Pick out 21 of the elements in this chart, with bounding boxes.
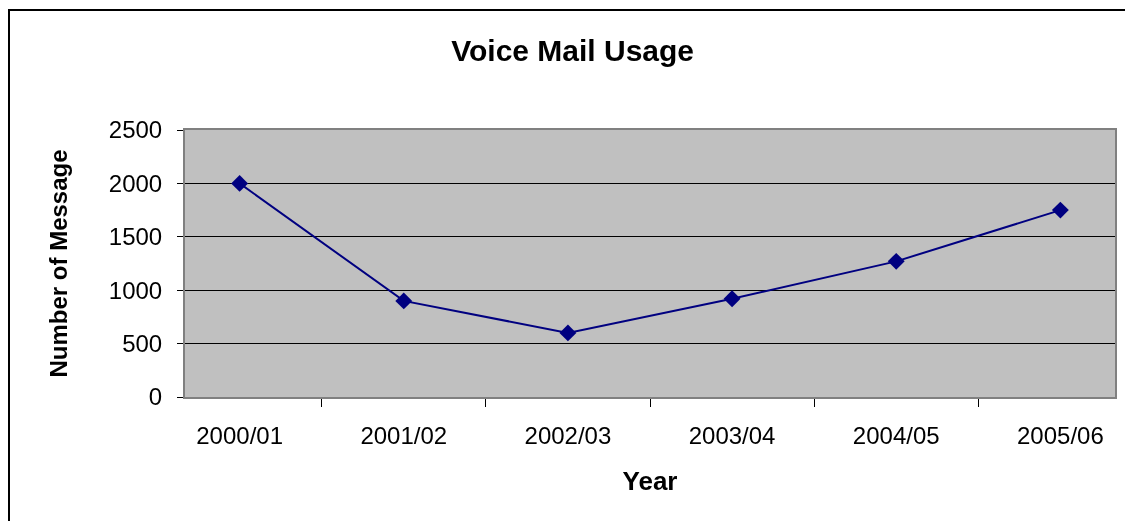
y-tick-label: 0 [148,383,163,411]
point [1051,201,1069,219]
point [395,292,413,310]
y-axis-title: Number of Message [45,149,73,378]
x-tick-label: 2004/05 [852,421,940,449]
chart-title: Voice Mail Usage [451,33,695,67]
y-tick-label: 2500 [108,116,163,144]
y-tick-label: 500 [122,330,163,357]
point [231,174,249,192]
x-axis-title: Year [622,466,678,496]
x-tick-label: 2002/03 [524,421,612,449]
x-tick-label: 2001/02 [360,421,448,449]
y-tick-label: 1000 [108,276,163,304]
point [723,290,741,308]
y-tick-label: 1500 [108,223,163,251]
x-tick-label: 2003/04 [688,421,776,449]
x-tick-label: 2005/06 [1016,421,1104,449]
point [887,252,905,270]
point [559,324,577,342]
x-tick-label: 2000/01 [196,421,283,449]
y-tick-label: 2000 [108,169,163,197]
